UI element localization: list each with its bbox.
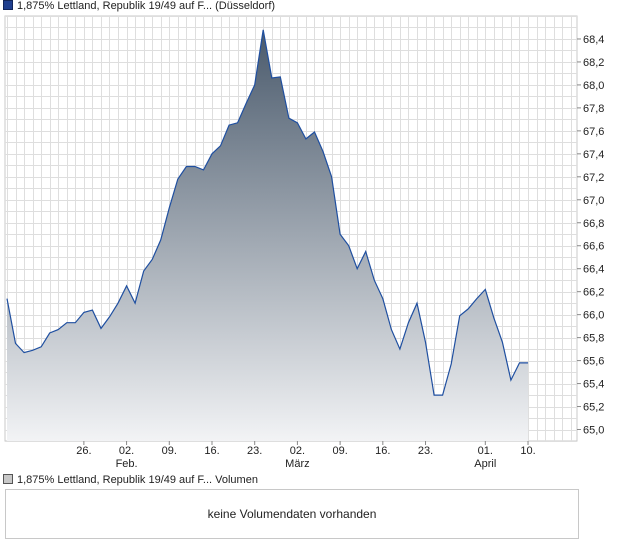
y-tick-label: 65,4 <box>583 379 604 391</box>
price-area <box>7 29 528 442</box>
x-tick-label: 23. <box>418 445 433 457</box>
y-tick-label: 66,8 <box>583 218 604 230</box>
x-tick-label: 09. <box>162 445 177 457</box>
y-tick-label: 67,4 <box>583 149 604 161</box>
y-tick-label: 66,0 <box>583 310 604 322</box>
volume-panel: keine Volumendaten vorhanden <box>5 489 579 539</box>
y-tick-label: 65,6 <box>583 356 604 368</box>
y-tick-label: 65,8 <box>583 333 604 345</box>
y-tick-label: 68,2 <box>583 57 604 69</box>
x-month-label: Feb. <box>116 458 138 470</box>
y-tick-label: 67,2 <box>583 172 604 184</box>
y-tick-label: 68,0 <box>583 80 604 92</box>
y-tick-label: 65,0 <box>583 425 604 437</box>
x-tick-label: 02. <box>290 445 305 457</box>
y-tick-label: 68,4 <box>583 34 604 46</box>
volume-legend: 1,875% Lettland, Republik 19/49 auf F...… <box>3 474 258 488</box>
x-tick-label: 02. <box>119 445 134 457</box>
x-tick-label: 01. <box>478 445 493 457</box>
y-tick-label: 66,4 <box>583 264 604 276</box>
y-tick-label: 65,2 <box>583 402 604 414</box>
x-tick-label: 23. <box>247 445 262 457</box>
x-month-label: April <box>474 458 496 470</box>
y-tick-label: 67,8 <box>583 103 604 115</box>
x-month-label: März <box>285 458 309 470</box>
price-line <box>6 29 528 396</box>
volume-series-swatch <box>3 474 13 484</box>
x-tick-label: 16. <box>204 445 219 457</box>
x-tick-label: 10. <box>520 445 535 457</box>
y-tick-label: 66,2 <box>583 287 604 299</box>
price-series-swatch <box>3 0 13 10</box>
y-axis: 65,0 65,2 65,4 65,6 65,8 66,0 66,2 66,4 66,6 66,8… <box>577 34 604 437</box>
price-chart: 65,0 65,2 65,4 65,6 65,8 66,0 66,2 66,4 66,6 66,8… <box>4 15 604 470</box>
price-legend-label: 1,875% Lettland, Republik 19/49 auf F...… <box>17 0 276 12</box>
volume-legend-label: 1,875% Lettland, Republik 19/49 auf F...… <box>17 474 258 486</box>
x-tick-label: 16. <box>375 445 390 457</box>
price-legend: 1,875% Lettland, Republik 19/49 auf F...… <box>3 0 275 14</box>
y-tick-label: 67,6 <box>583 126 604 138</box>
y-tick-label: 67,0 <box>583 195 604 207</box>
y-tick-label: 66,6 <box>583 241 604 253</box>
volume-empty-message: keine Volumendaten vorhanden <box>207 507 377 521</box>
x-tick-label: 26. <box>76 445 91 457</box>
x-tick-label: 09. <box>332 445 347 457</box>
